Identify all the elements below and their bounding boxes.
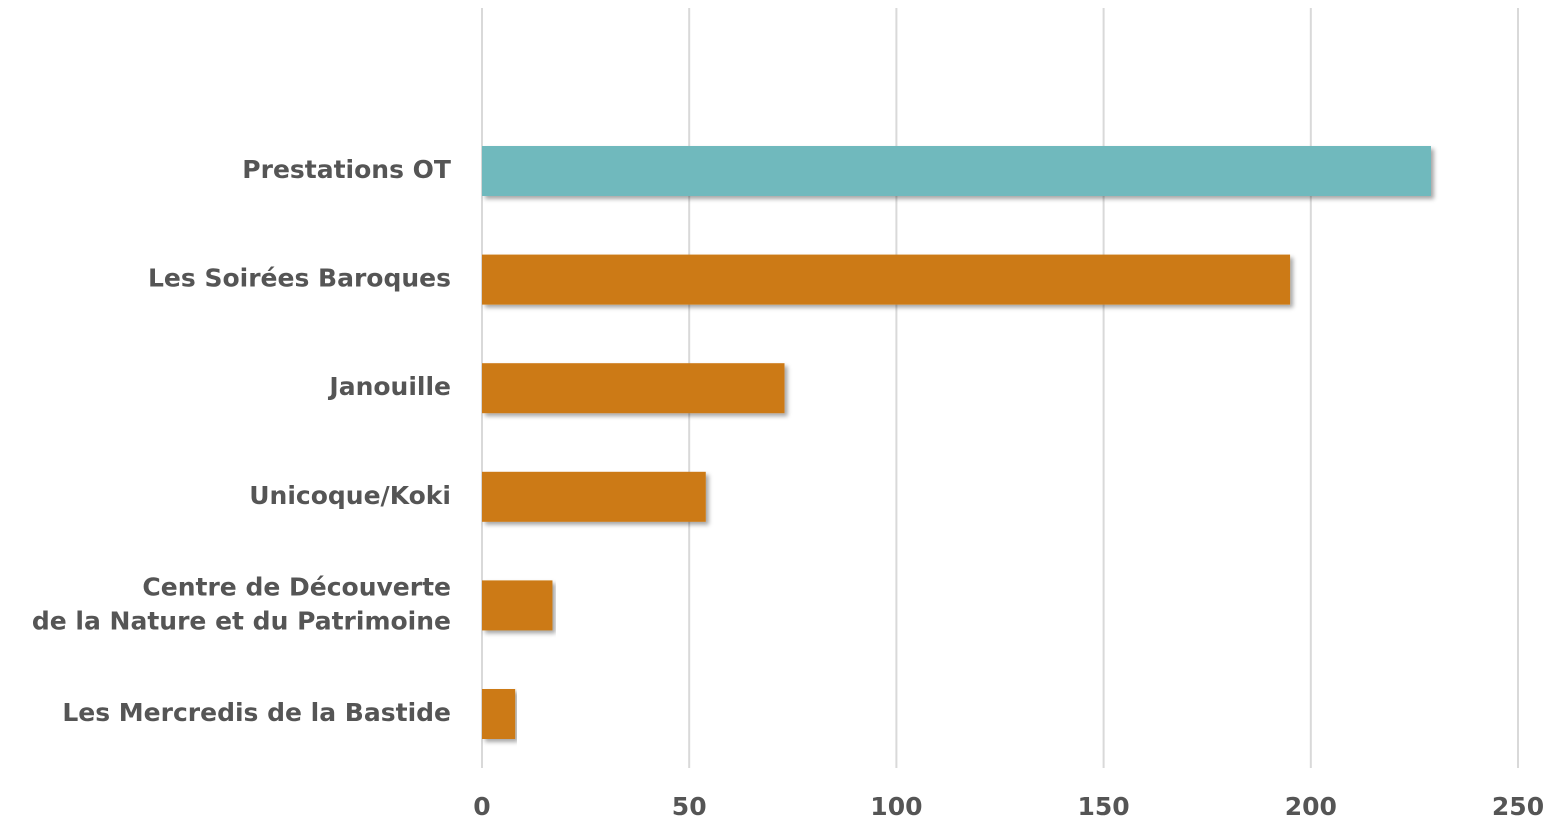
x-tick-label: 100 — [870, 792, 922, 821]
y-tick-label: Les Soirées Baroques — [148, 264, 451, 293]
bar — [482, 254, 1291, 305]
bar — [482, 146, 1431, 196]
y-tick-label: Unicoque/Koki — [249, 481, 451, 510]
y-tick-label: Les Mercredis de la Bastide — [62, 698, 451, 727]
y-tick-label: Janouille — [327, 372, 451, 401]
y-tick-label: Prestations OT — [242, 155, 451, 184]
x-tick-label: 200 — [1285, 792, 1337, 821]
bar — [482, 580, 553, 631]
x-tick-label: 250 — [1492, 792, 1544, 821]
bar — [482, 689, 516, 739]
x-tick-label: 50 — [672, 792, 707, 821]
bar — [482, 363, 785, 414]
bar — [482, 471, 706, 522]
x-tick-label: 150 — [1078, 792, 1130, 821]
x-tick-label: 0 — [473, 792, 490, 821]
y-tick-label: Centre de Découverte de la Nature et du P… — [32, 572, 451, 635]
